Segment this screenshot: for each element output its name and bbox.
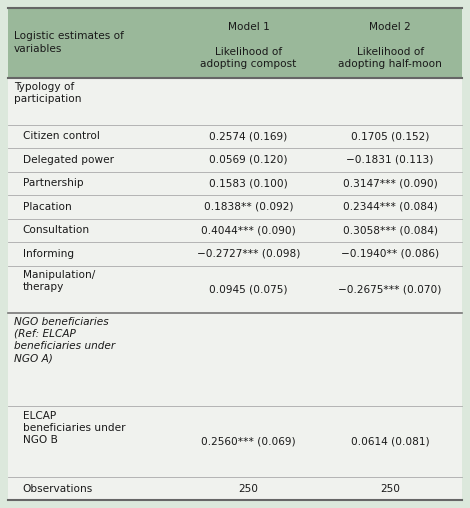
Text: Logistic estimates of
variables: Logistic estimates of variables: [14, 31, 124, 54]
Bar: [8, 78, 462, 500]
Text: 0.3058*** (0.084): 0.3058*** (0.084): [343, 226, 438, 235]
Text: 250: 250: [380, 484, 400, 494]
Text: 0.2560*** (0.069): 0.2560*** (0.069): [201, 437, 296, 447]
Text: −0.2675*** (0.070): −0.2675*** (0.070): [338, 284, 442, 294]
Text: Likelihood of
adopting half-moon: Likelihood of adopting half-moon: [338, 47, 442, 69]
Text: Model 1: Model 1: [228, 22, 269, 32]
Text: Informing: Informing: [23, 249, 74, 259]
Text: 0.1838** (0.092): 0.1838** (0.092): [204, 202, 293, 212]
Text: Delegated power: Delegated power: [23, 155, 114, 165]
Text: −0.1940** (0.086): −0.1940** (0.086): [341, 249, 439, 259]
Text: ELCAP
beneficiaries under
NGO B: ELCAP beneficiaries under NGO B: [23, 410, 125, 446]
Text: 0.1583 (0.100): 0.1583 (0.100): [209, 178, 288, 188]
Text: 0.0614 (0.081): 0.0614 (0.081): [351, 437, 430, 447]
Bar: [8, 8, 462, 78]
Text: Likelihood of
adopting compost: Likelihood of adopting compost: [200, 47, 297, 69]
Text: Observations: Observations: [23, 484, 93, 494]
Text: 0.4044*** (0.090): 0.4044*** (0.090): [201, 226, 296, 235]
Text: 0.0945 (0.075): 0.0945 (0.075): [209, 284, 288, 294]
Text: Consultation: Consultation: [23, 226, 90, 235]
Text: Manipulation/
therapy: Manipulation/ therapy: [23, 270, 95, 292]
Text: −0.2727*** (0.098): −0.2727*** (0.098): [197, 249, 300, 259]
Text: 0.0569 (0.120): 0.0569 (0.120): [209, 155, 288, 165]
Text: 250: 250: [239, 484, 258, 494]
Text: Partnership: Partnership: [23, 178, 83, 188]
Text: NGO beneficiaries
(Ref: ELCAP
beneficiaries under
NGO A): NGO beneficiaries (Ref: ELCAP beneficiar…: [14, 316, 115, 364]
Text: 0.2574 (0.169): 0.2574 (0.169): [210, 132, 288, 141]
Text: Typology of
participation: Typology of participation: [14, 82, 82, 104]
Text: −0.1831 (0.113): −0.1831 (0.113): [346, 155, 434, 165]
Text: 0.3147*** (0.090): 0.3147*** (0.090): [343, 178, 438, 188]
Text: 0.1705 (0.152): 0.1705 (0.152): [351, 132, 430, 141]
Text: Placation: Placation: [23, 202, 71, 212]
Text: Model 2: Model 2: [369, 22, 411, 32]
Text: Citizen control: Citizen control: [23, 132, 100, 141]
Text: 0.2344*** (0.084): 0.2344*** (0.084): [343, 202, 438, 212]
